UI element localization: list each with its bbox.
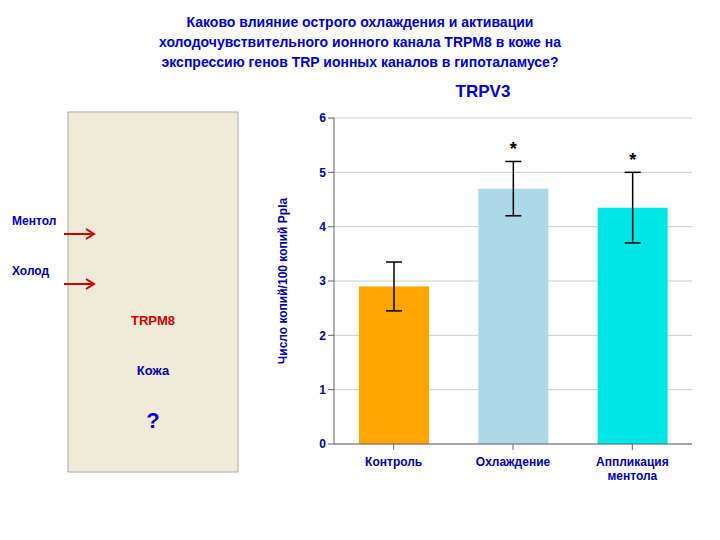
html-text:Каково влияние острого охлажде: Каково влияние острого охлаждения и акти…	[186, 14, 534, 30]
svg-text:4: 4	[319, 220, 326, 234]
svg-text:5: 5	[319, 166, 326, 180]
svg-text:?: ?	[146, 408, 159, 433]
svg-text:TRPM8: TRPM8	[131, 313, 175, 328]
svg-text:Кожа: Кожа	[137, 363, 170, 378]
html-text:холодочувствительного ионного: холодочувствительного ионного канала TRP…	[159, 34, 561, 50]
svg-text:Ментол: Ментол	[12, 214, 56, 228]
svg-text:Число копий/100 копий Ppla: Число копий/100 копий Ppla	[276, 198, 290, 365]
svg-text:2: 2	[319, 329, 326, 343]
svg-text:Холод: Холод	[12, 264, 50, 278]
svg-text:Охлаждение: Охлаждение	[476, 455, 551, 469]
svg-text:0: 0	[319, 437, 326, 451]
svg-text:Аппликацияментола: Аппликацияментола	[596, 455, 669, 483]
html-text:экспрессию генов TRP ионных ка: экспрессию генов TRP ионных каналов в ги…	[161, 54, 559, 70]
svg-text:6: 6	[319, 111, 326, 125]
svg-text:1: 1	[319, 383, 326, 397]
svg-text:Контроль: Контроль	[365, 455, 422, 469]
html-text:TRPV3: TRPV3	[455, 82, 511, 101]
svg-text:*: *	[629, 150, 636, 170]
svg-text:*: *	[510, 139, 517, 159]
svg-text:3: 3	[319, 274, 326, 288]
